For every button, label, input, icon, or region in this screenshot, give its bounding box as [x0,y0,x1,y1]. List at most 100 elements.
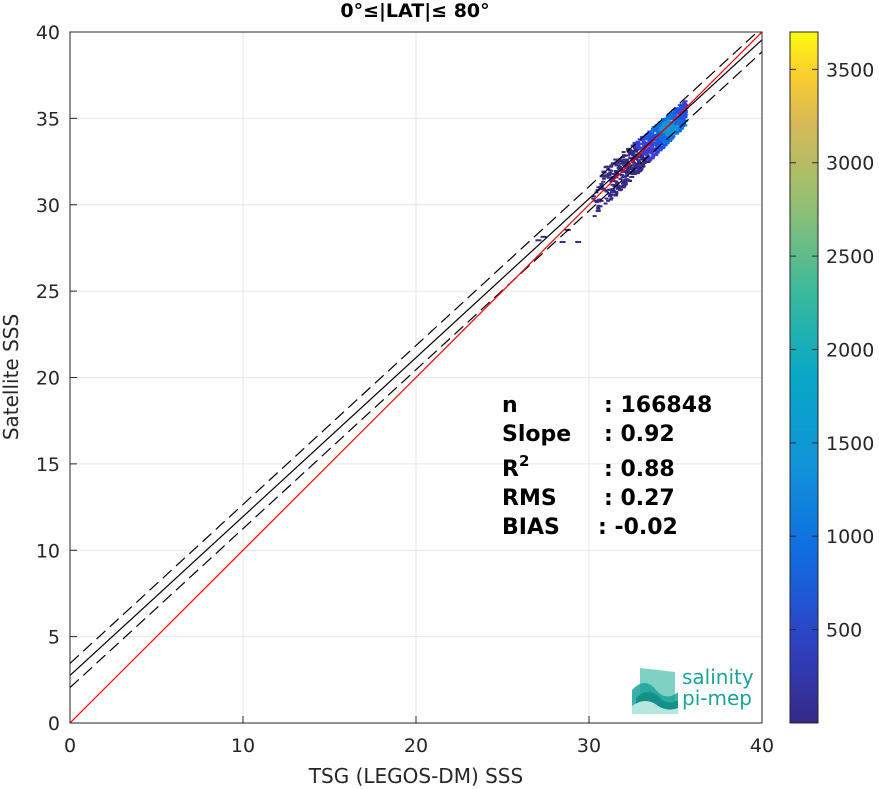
density-cell [676,122,681,125]
density-cell [640,142,645,145]
density-cell [601,177,606,180]
y-tick-label: 15 [36,454,60,476]
density-cell [683,116,688,119]
density-cell [646,150,651,153]
density-cell [678,117,683,120]
stats-box: n : 166848 Slope : 0.92 R2 : 0.88 RMS : … [502,393,712,540]
density-cell [650,135,655,138]
density-cell [630,149,635,152]
salinity-logo: salinity pi-mep [632,665,754,714]
density-cell [667,125,672,128]
density-cell [667,114,672,117]
density-cell [643,143,648,146]
density-cell [681,123,686,126]
y-tick-label: 40 [36,22,60,44]
density-cell [630,152,635,155]
density-cell [643,161,648,164]
density-cell [634,145,639,148]
density-cell [663,136,668,139]
density-cell [648,157,653,160]
density-cell [684,119,689,122]
density-cell [642,149,647,152]
density-cell [619,162,624,165]
density-cell [641,157,646,160]
density-cell [619,160,624,163]
logo-line2: pi-mep [682,686,752,710]
density-cell [674,129,679,132]
density-cell [617,165,622,168]
stat-label-r: R [502,457,519,482]
colorbar-tick-label: 500 [826,620,862,642]
density-cell [620,170,625,173]
density-cell [621,151,626,154]
density-cell [673,131,678,134]
density-cell [614,171,619,174]
density-cell [671,116,676,119]
density-cell [627,168,632,171]
density-cell [643,137,648,140]
density-cell [623,170,628,173]
density-cell [616,186,621,189]
density-cell [682,102,687,105]
density-cell [637,160,642,163]
density-cell [606,176,611,179]
density-cell [681,111,686,114]
density-cell [672,111,677,114]
chart-title: 0°≤|LAT|≤ 80° [340,0,489,22]
density-cell [626,154,631,157]
density-cell [599,199,604,202]
density-cell [656,147,661,150]
density-cell [635,169,640,172]
stat-value-r2: : 0.88 [604,457,675,482]
density-cell [620,168,625,171]
density-cell [682,105,687,108]
density-cell [677,104,682,107]
density-cell [661,145,666,148]
density-cell [616,164,621,167]
density-cell [617,168,622,171]
density-cell [622,175,627,178]
density-cell [662,118,667,121]
density-cell [627,152,632,155]
density-cell [683,100,688,103]
density-cell [623,180,628,183]
density-cell [667,127,672,130]
density-cell [535,239,542,242]
density-cell [645,138,650,141]
density-cell [597,198,602,201]
density-cell [658,123,663,126]
density-cell [622,164,627,167]
density-cell [623,154,628,157]
density-cell [631,172,636,175]
density-cell [612,185,617,188]
x-tick-label: 40 [750,735,774,757]
density-cell [664,130,669,133]
density-cell [595,199,600,202]
density-cell [639,139,644,142]
density-cell [636,165,641,168]
density-cell [666,120,671,123]
density-cell [607,174,612,177]
density-cell [663,141,668,144]
density-cell [609,165,614,168]
density-cell [620,182,625,185]
density-cell [600,188,605,191]
stat-value-slope: : 0.92 [604,422,675,447]
wave-logo-icon [632,668,678,714]
density-cell [614,175,619,178]
density-cell [675,126,680,129]
x-tick-label: 30 [577,735,601,757]
density-cell [601,180,606,183]
density-cell [654,126,659,129]
density-cell [666,133,671,136]
colorbar-tick-label: 2500 [826,246,874,268]
y-tick-label: 30 [36,195,60,217]
density-cell [647,132,652,135]
density-cell [625,169,630,172]
density-cell [614,192,619,195]
density-cell [650,127,655,130]
y-tick-label: 0 [48,713,60,735]
x-tick-label: 0 [64,735,76,757]
density-cell [647,136,652,139]
density-cell [678,124,683,127]
